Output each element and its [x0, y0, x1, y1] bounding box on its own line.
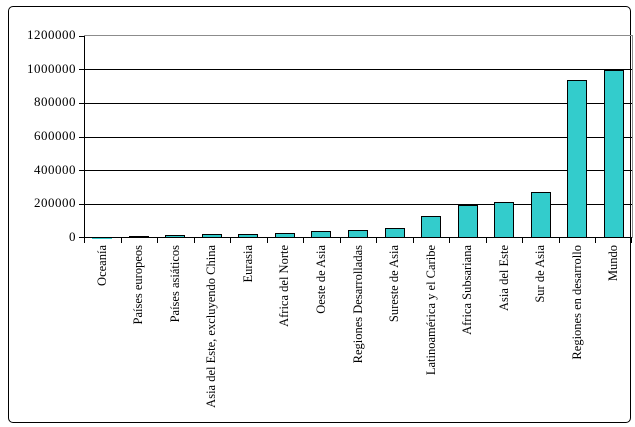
x-axis-label: Oceanía	[94, 245, 109, 286]
bar-13	[530, 191, 551, 238]
y-axis-label: 200000	[34, 195, 76, 211]
bar-7	[311, 230, 332, 238]
x-axis-tick	[413, 238, 414, 243]
y-axis-label: 600000	[34, 128, 76, 143]
bar-10	[421, 216, 442, 238]
x-axis-label: Eurasia	[240, 245, 255, 283]
x-axis-label: Asia del Este	[496, 245, 511, 311]
y-axis-label: 400000	[34, 161, 76, 177]
x-axis-label: Latinoamérica y el Caribe	[423, 245, 438, 376]
x-axis-tick	[194, 238, 195, 243]
x-axis-label: Regiones en desarrollo	[569, 245, 584, 360]
y-axis-tick	[79, 170, 84, 172]
x-axis-tick	[449, 238, 450, 243]
bar-14	[567, 79, 588, 238]
x-axis-tick	[559, 238, 560, 243]
x-axis-tick	[303, 238, 304, 243]
x-axis-tick	[376, 238, 377, 243]
bar-15	[603, 69, 624, 238]
x-axis-tick	[595, 238, 596, 243]
x-axis-tick	[121, 238, 122, 243]
gridline	[84, 203, 632, 205]
x-axis-label: Asia del Este, excluyendo China	[204, 245, 219, 408]
x-axis-label: Sureste de Asia	[387, 245, 402, 323]
bar-9	[384, 228, 405, 238]
x-axis-label: Países asiáticos	[167, 245, 182, 323]
y-axis-label: 0	[69, 229, 76, 244]
bar-5	[238, 233, 259, 238]
x-axis-tick	[340, 238, 341, 243]
bar-3	[165, 234, 186, 238]
chart-frame: 0 200000 400000 600000 800000 1000000 1200000 O…	[8, 6, 633, 423]
x-axis-tick	[157, 238, 158, 243]
plot-area	[79, 35, 633, 243]
bar-12	[494, 202, 515, 238]
bar-2	[128, 235, 149, 238]
y-axis-tick	[79, 69, 84, 71]
bar-6	[274, 232, 295, 238]
gridline	[84, 102, 632, 104]
y-axis-tick	[79, 102, 84, 104]
x-axis-label: Africa del Norte	[277, 245, 292, 327]
y-axis-label: 800000	[34, 94, 76, 110]
y-axis-tick	[79, 136, 84, 138]
x-axis-tick	[522, 238, 523, 243]
bar-11	[457, 204, 478, 238]
x-axis-label: Mundo	[606, 245, 621, 282]
x-axis-label: Países europeos	[131, 245, 146, 325]
x-axis-label: Regiones Desarrolladas	[350, 245, 365, 364]
y-axis-label: 1200000	[27, 27, 76, 42]
y-axis-tick	[79, 203, 84, 205]
x-axis-label: Africa Subsariana	[460, 245, 475, 335]
x-axis-tick	[84, 238, 85, 243]
y-axis-tick	[79, 36, 84, 37]
x-axis-tick	[267, 238, 268, 243]
gridline	[84, 170, 632, 172]
x-axis-tick	[631, 238, 632, 243]
x-axis-label: Sur de Asia	[533, 245, 548, 303]
y-axis-label: 1000000	[27, 60, 76, 76]
y-axis-tick	[79, 237, 84, 238]
gridline	[84, 69, 632, 71]
bar-4	[201, 233, 222, 238]
bar-8	[348, 230, 368, 238]
x-axis-label: Oeste de Asia	[313, 245, 328, 314]
x-axis-tick	[230, 238, 231, 243]
gridline	[84, 136, 632, 138]
x-axis-tick	[486, 238, 487, 243]
